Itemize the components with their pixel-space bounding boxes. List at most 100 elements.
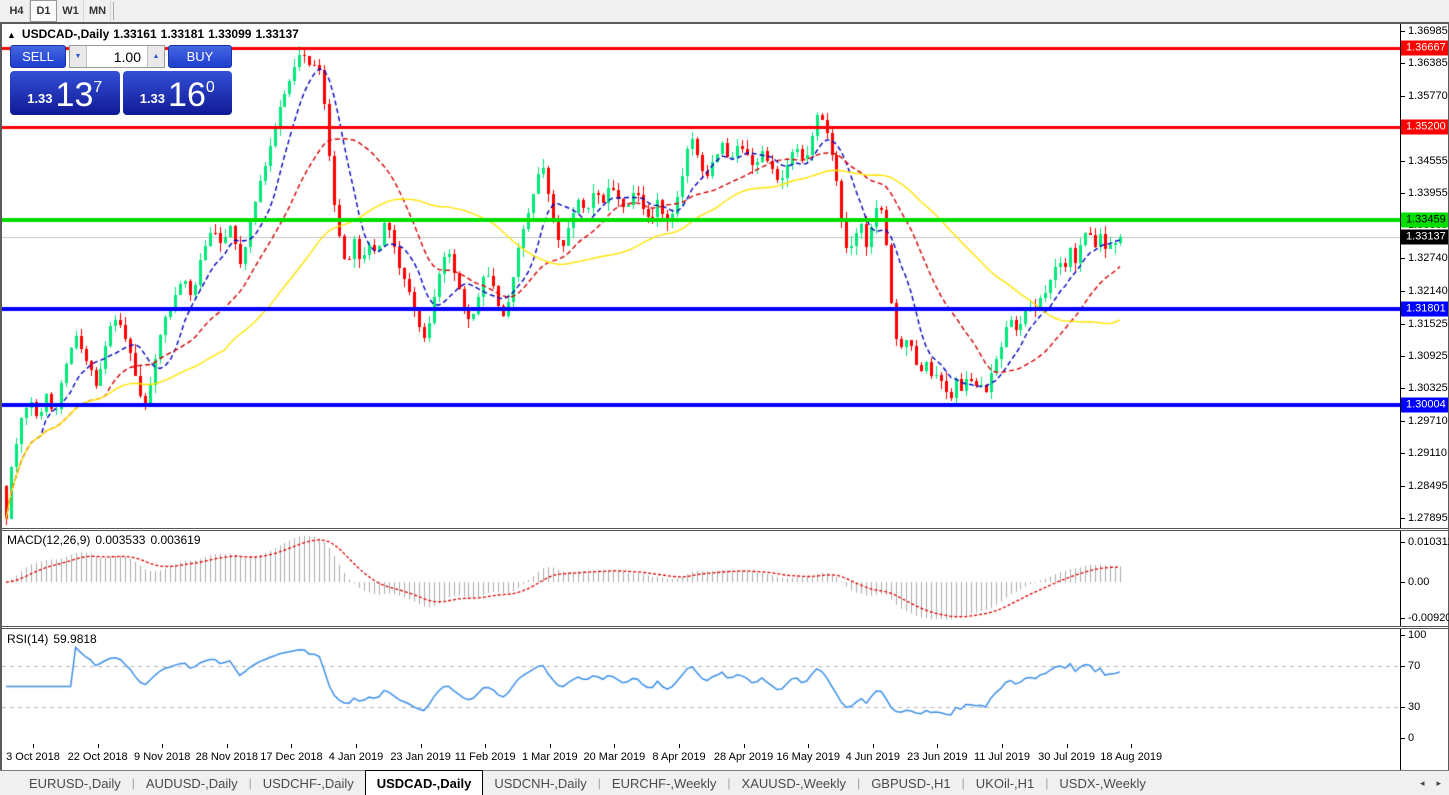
buy-button[interactable]: BUY [168, 45, 232, 68]
toolbar-separator [113, 2, 114, 20]
chart-symbol-label: USDCAD-,Daily [21, 27, 110, 41]
date-axis-label: 16 May 2019 [776, 751, 840, 763]
timeframe-button-mn[interactable]: MN [84, 0, 111, 22]
rsi-value: 59.9818 [53, 632, 97, 646]
macd-canvas[interactable] [2, 531, 1400, 626]
chart-tab-usdx-weekly[interactable]: USDX-,Weekly [1059, 775, 1146, 791]
price-axis-tick: 1.32740 [1401, 252, 1448, 264]
tab-scroll-right-icon[interactable]: ▸ [1436, 777, 1441, 788]
chart-tab-usdcad-daily[interactable]: USDCAD-,Daily [364, 770, 484, 795]
date-axis-label: 23 Jan 2019 [390, 751, 451, 763]
chart-tab-eurchf-weekly[interactable]: EURCHF-,Weekly [611, 775, 717, 791]
sell-price-sup: 7 [93, 79, 103, 96]
sell-button[interactable]: SELL [10, 45, 66, 68]
timeframe-button-h4[interactable]: H4 [3, 0, 30, 22]
date-axis-tick [1131, 744, 1133, 748]
date-axis-label: 23 Jun 2019 [907, 751, 968, 763]
ohlc-low: 1.33099 [208, 27, 252, 41]
rsi-name: RSI(14) [7, 632, 49, 646]
date-axis-label: 22 Oct 2018 [67, 751, 128, 763]
date-axis-label: 11 Jul 2019 [973, 751, 1031, 763]
date-axis-label: 30 Jul 2019 [1038, 751, 1096, 763]
tab-separator: | [597, 776, 601, 790]
sell-price-box[interactable]: 1.33 13 7 [10, 71, 120, 115]
price-axis-tick: 1.34555 [1401, 155, 1448, 167]
buy-price-sup: 0 [205, 79, 215, 96]
chart-tab-bar: EURUSD-,Daily | AUDUSD-,Daily | USDCHF-,Dail… [0, 770, 1449, 795]
chart-tab-usdcnh-daily[interactable]: USDCNH-,Daily [494, 775, 587, 791]
price-axis-tick: 1.32140 [1401, 285, 1448, 297]
date-axis-tick [356, 744, 357, 748]
timeframe-button-d1[interactable]: D1 [30, 0, 57, 22]
chevron-down-icon: ▼ [74, 53, 82, 60]
date-axis-label: 20 Mar 2019 [583, 751, 646, 763]
date-axis-tick [1066, 744, 1068, 748]
chart-tab-audusd-daily[interactable]: AUDUSD-,Daily [145, 775, 238, 791]
volume-value[interactable]: 1.00 [113, 48, 141, 65]
pane-splitter[interactable] [2, 528, 1448, 531]
tab-scroll-left-icon[interactable]: ◂ [1419, 777, 1425, 788]
date-axis-label: 17 Dec 2018 [260, 751, 323, 763]
volume-increase-button[interactable]: ▲ [147, 46, 164, 67]
date-axis-tick [743, 744, 745, 748]
trade-panel: SELL ▼ 1.00 ▲ BUY 1.33 13 7 1.33 16 0 [10, 45, 232, 115]
price-axis-tick: 30 [1401, 701, 1448, 713]
chart-window: 3 Oct 2018 22 Oct 2018 9 Nov 2018 28 Nov 20… [0, 22, 1449, 770]
pane-splitter[interactable] [2, 626, 1448, 629]
price-axis-tick: 70 [1401, 660, 1448, 672]
price-axis-tick: 1.29110 [1401, 447, 1448, 459]
price-axis-tick: 1.35770 [1401, 90, 1448, 102]
chart-title: ▲ USDCAD-,Daily 1.33161 1.33181 1.33099 1.331… [7, 27, 303, 41]
price-axis-tick: 0 [1401, 732, 1448, 744]
price-axis-tick: 1.27895 [1401, 512, 1448, 524]
date-axis-tick [679, 744, 680, 748]
buy-price-big: 16 [168, 76, 206, 114]
price-axis-tick: 1.36985 [1401, 25, 1448, 37]
tab-separator: | [727, 776, 731, 790]
ohlc-high: 1.33181 [160, 27, 205, 41]
chart-tab-gbpusd-h1[interactable]: GBPUSD-,H1 [871, 775, 951, 791]
tab-separator: | [1045, 776, 1049, 790]
tab-separator: | [131, 776, 135, 790]
price-axis-tick: 1.29710 [1401, 415, 1448, 427]
buy-price-box[interactable]: 1.33 16 0 [122, 71, 232, 115]
rsi-canvas[interactable] [2, 629, 1400, 744]
macd-label: MACD(12,26,9) 0.003533 0.003619 [7, 533, 206, 547]
price-axis-tick: 1.33955 [1401, 187, 1448, 199]
price-axis-tick: 0.010311 [1401, 536, 1449, 548]
ohlc-close: 1.33137 [255, 27, 299, 41]
date-axis-tick [1002, 744, 1003, 748]
date-axis-tick [33, 744, 34, 748]
date-axis-tick [614, 744, 616, 748]
date-axis-tick [872, 744, 874, 748]
chart-tab-eurusd-daily[interactable]: EURUSD-,Daily [29, 775, 121, 791]
date-axis-label: 8 Apr 2019 [652, 751, 706, 763]
date-axis-label: 4 Jan 2019 [328, 751, 384, 763]
date-axis-tick [97, 744, 99, 748]
price-axis-tick: 0.00 [1401, 576, 1448, 588]
chart-tab-xauusd-weekly[interactable]: XAUUSD-,Weekly [741, 775, 847, 791]
price-chart-canvas[interactable] [2, 24, 1400, 528]
date-axis-label: 28 Nov 2018 [195, 751, 258, 763]
volume-decrease-button[interactable]: ▼ [70, 46, 87, 67]
chart-tab-usdchf-daily[interactable]: USDCHF-,Daily [262, 775, 354, 791]
tab-scroll-nav: ◂ ▸ [1420, 771, 1441, 795]
date-axis-tick [937, 744, 939, 748]
price-axis[interactable]: 1.369851.363851.357701.351701.345551.339… [1400, 24, 1449, 770]
timeframe-button-w1[interactable]: W1 [57, 0, 84, 22]
macd-name: MACD(12,26,9) [7, 533, 91, 547]
level-price-label: 1.35200 [1401, 119, 1448, 135]
collapse-trade-panel-icon[interactable]: ▲ [7, 30, 16, 40]
date-axis-label: 28 Apr 2019 [713, 751, 774, 763]
price-axis-tick: 100 [1401, 629, 1448, 641]
date-axis-label: 11 Feb 2019 [454, 751, 516, 763]
date-axis-tick [808, 744, 810, 748]
date-axis[interactable]: 3 Oct 2018 22 Oct 2018 9 Nov 2018 28 Nov 20… [2, 744, 1400, 770]
level-price-label: 1.31801 [1401, 301, 1448, 317]
price-axis-tick: -0.009203 [1401, 612, 1449, 624]
volume-spinner[interactable]: ▼ 1.00 ▲ [69, 45, 165, 68]
level-price-label: 1.33459 [1401, 212, 1448, 228]
chart-tab-ukoil-h1[interactable]: UKOil-,H1 [975, 775, 1035, 791]
tab-separator: | [248, 776, 252, 790]
